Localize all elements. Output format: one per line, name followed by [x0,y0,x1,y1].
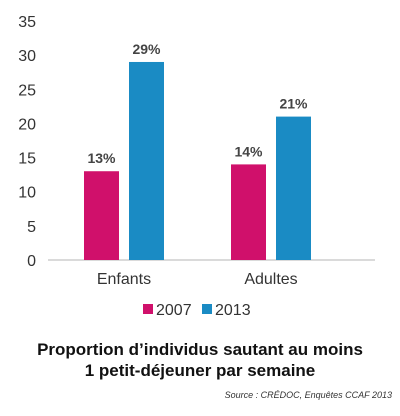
y-tick-label: 25 [18,82,36,99]
data-label: 21% [279,96,308,112]
source-note: Source : CRÉDOC, Enquêtes CCAF 2013 [224,390,392,400]
x-tick-label: Enfants [97,271,151,288]
data-label: 13% [87,150,116,166]
y-tick-label: 5 [27,219,36,236]
chart-title-line-1: Proportion d’individus sautant au moins [37,340,363,359]
legend-label-2007: 2007 [156,302,192,319]
y-tick-label: 10 [18,185,36,202]
x-tick-label: Adultes [244,271,297,288]
chart-title-line-2: 1 petit-déjeuner par semaine [84,361,316,380]
y-tick-label: 0 [27,253,36,270]
legend-swatch-2007 [143,304,153,314]
bar-2007-adultes [231,164,266,260]
legend-label-2013: 2013 [215,302,251,319]
y-tick-label: 30 [18,48,36,65]
bar-2013-adultes [276,116,311,260]
y-tick-label: 35 [18,14,36,31]
bar-2013-enfants [129,61,164,260]
y-tick-label: 15 [18,151,36,168]
legend-swatch-2013 [202,304,212,314]
data-label: 14% [234,143,263,159]
bar-2007-enfants [84,171,119,260]
data-label: 29% [132,41,161,57]
y-tick-label: 20 [18,116,36,133]
